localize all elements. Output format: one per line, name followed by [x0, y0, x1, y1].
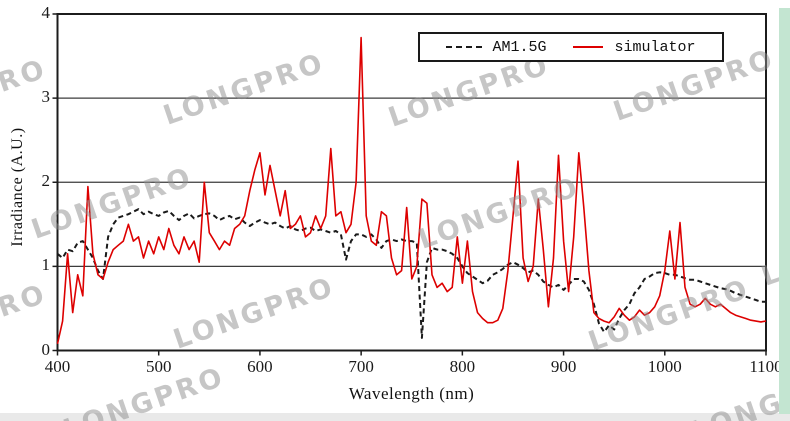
- series-simulator: [56, 36, 767, 344]
- y-tick-label: 1: [41, 255, 51, 275]
- y-tick-label: 2: [41, 171, 51, 191]
- plot-border: [56, 13, 767, 352]
- x-tick-label: 500: [145, 357, 172, 376]
- legend-label-simulator: simulator: [614, 38, 696, 56]
- y-tick-label: 3: [41, 87, 51, 107]
- x-tick-label: 1000: [647, 357, 682, 376]
- series-AM1.5G: [56, 208, 766, 339]
- x-tick-label: 800: [449, 357, 476, 376]
- x-tick-label: 600: [247, 357, 273, 376]
- y-tick-label: 4: [41, 3, 51, 22]
- legend-label-am15g: AM1.5G: [492, 38, 547, 56]
- x-tick-label: 900: [550, 357, 577, 376]
- scan-edge-green-strip: [779, 8, 790, 414]
- y-axis-title: Irradiance (A.U.): [9, 127, 26, 247]
- legend-solid-line-sample: [572, 46, 603, 48]
- legend: AM1.5G simulator: [418, 32, 724, 62]
- x-axis-title: Wavelength (nm): [348, 384, 475, 403]
- y-tick-label: 0: [41, 339, 51, 359]
- x-tick-label: 400: [44, 357, 71, 376]
- legend-dashed-line-sample: [446, 46, 483, 48]
- scan-edge-bottom-band: [0, 413, 790, 421]
- x-tick-label: 1100: [749, 357, 783, 376]
- x-tick-label: 700: [348, 357, 374, 376]
